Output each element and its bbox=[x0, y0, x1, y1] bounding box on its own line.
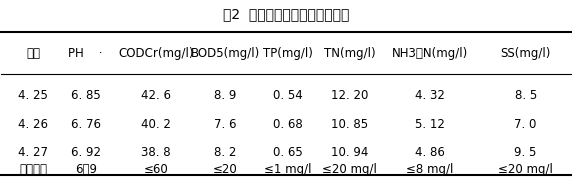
Text: ≤20 mg/l: ≤20 mg/l bbox=[498, 163, 553, 176]
Text: ≤20 mg/l: ≤20 mg/l bbox=[322, 163, 377, 176]
Text: 10. 94: 10. 94 bbox=[331, 146, 368, 159]
Text: 42. 6: 42. 6 bbox=[141, 89, 171, 102]
Text: TP(mg/l): TP(mg/l) bbox=[263, 47, 313, 60]
Text: 6. 76: 6. 76 bbox=[70, 118, 101, 131]
Text: 8. 9: 8. 9 bbox=[214, 89, 236, 102]
Text: ≤8 mg/l: ≤8 mg/l bbox=[406, 163, 454, 176]
Text: ≤1 mg/l: ≤1 mg/l bbox=[264, 163, 312, 176]
Text: TN(mg/l): TN(mg/l) bbox=[324, 47, 376, 60]
Text: 10. 85: 10. 85 bbox=[331, 118, 368, 131]
Text: 表2  污水厂出水水质与排放标准: 表2 污水厂出水水质与排放标准 bbox=[223, 7, 349, 21]
Text: 4. 25: 4. 25 bbox=[18, 89, 48, 102]
Text: 0. 54: 0. 54 bbox=[273, 89, 303, 102]
Text: ≤60: ≤60 bbox=[144, 163, 169, 176]
Text: 5. 12: 5. 12 bbox=[415, 118, 445, 131]
Text: 0. 65: 0. 65 bbox=[273, 146, 303, 159]
Text: 4. 26: 4. 26 bbox=[18, 118, 48, 131]
Text: 4. 32: 4. 32 bbox=[415, 89, 445, 102]
Text: ≤20: ≤20 bbox=[213, 163, 237, 176]
Text: 排放标准: 排放标准 bbox=[19, 163, 47, 176]
Text: 8. 2: 8. 2 bbox=[214, 146, 236, 159]
Text: 7. 6: 7. 6 bbox=[214, 118, 236, 131]
Text: BOD5(mg/l): BOD5(mg/l) bbox=[190, 47, 260, 60]
Text: CODCr(mg/l): CODCr(mg/l) bbox=[118, 47, 194, 60]
Text: PH    ·: PH · bbox=[69, 47, 103, 60]
Text: 8. 5: 8. 5 bbox=[515, 89, 537, 102]
Text: SS(mg/l): SS(mg/l) bbox=[500, 47, 551, 60]
Text: 6. 85: 6. 85 bbox=[71, 89, 101, 102]
Text: 6～9: 6～9 bbox=[74, 163, 97, 176]
Text: 9. 5: 9. 5 bbox=[514, 146, 537, 159]
Text: 38. 8: 38. 8 bbox=[141, 146, 171, 159]
Text: 7. 0: 7. 0 bbox=[514, 118, 537, 131]
Text: 4. 86: 4. 86 bbox=[415, 146, 445, 159]
Text: 日期: 日期 bbox=[26, 47, 40, 60]
Text: 4. 27: 4. 27 bbox=[18, 146, 48, 159]
Text: NH3－N(mg/l): NH3－N(mg/l) bbox=[392, 47, 468, 60]
Text: 40. 2: 40. 2 bbox=[141, 118, 171, 131]
Text: 0. 68: 0. 68 bbox=[273, 118, 303, 131]
Text: 6. 92: 6. 92 bbox=[70, 146, 101, 159]
Text: 12. 20: 12. 20 bbox=[331, 89, 368, 102]
